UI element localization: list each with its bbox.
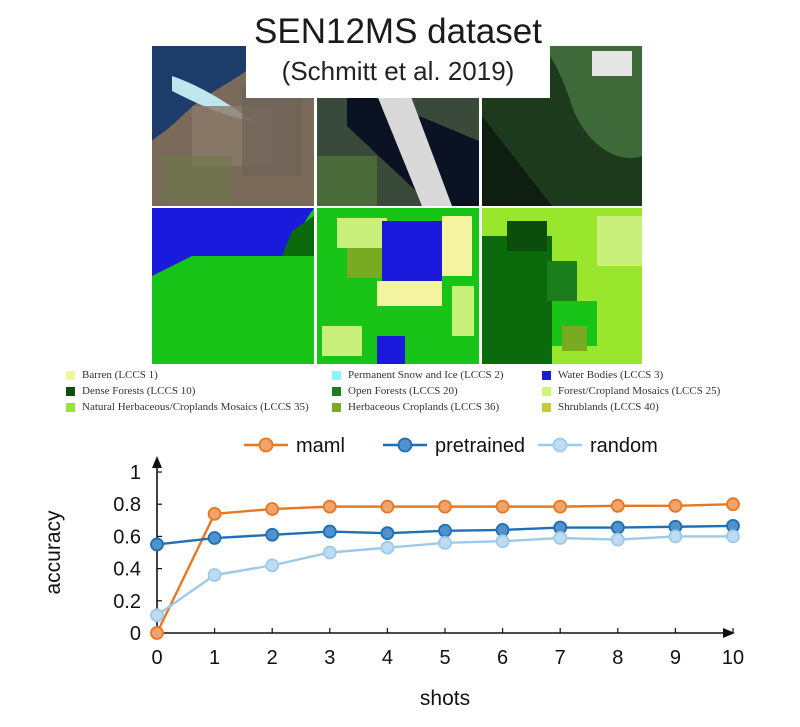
data-point-maml [438,499,452,514]
lccs-legend-item: Shrublands (LCCS 40) [542,400,659,415]
lccs-legend-item: Herbaceous Croplands (LCCS 36) [332,400,499,415]
lccs-legend-item: Forest/Cropland Mosaics (LCCS 25) [542,384,720,399]
y-axis-title: accuracy [42,510,65,595]
lccs-legend-item: Permanent Snow and Ice (LCCS 2) [332,368,504,383]
x-tick-label: 6 [497,647,508,669]
x-tick-label: 3 [324,647,335,669]
data-point-maml [380,499,395,514]
legend-label: Herbaceous Croplands (LCCS 36) [348,401,500,413]
x-tick-label: 4 [382,647,393,669]
data-point-pretrained [150,537,164,552]
x-axis-title: shots [420,687,470,710]
legend-label: Permanent Snow and Ice (LCCS 2) [348,369,504,381]
lccs-legend: Barren (LCCS 1) Permanent Snow and Ice (… [66,368,766,416]
y-tick-label: 0.8 [113,494,141,516]
legend-label: Forest/Cropland Mosaics (LCCS 25) [558,385,721,397]
data-point-random [553,531,568,545]
legend-marker [552,437,568,453]
y-tick-label: 0.4 [113,559,141,581]
y-axis-arrow [152,456,162,468]
x-tick-label: 2 [267,647,278,669]
data-point-pretrained [438,523,452,538]
data-point-random [322,545,337,560]
legend-label: pretrained [435,435,525,457]
x-axis-arrow [723,628,735,638]
data-point-random [726,529,740,544]
y-tick-label: 0 [130,623,141,645]
data-point-random [610,532,625,547]
x-tick-label: 0 [151,647,162,669]
data-point-random [495,534,510,549]
legend-label: Water Bodies (LCCS 3) [558,369,664,381]
data-point-maml [668,498,683,513]
series-line-maml [155,503,734,634]
data-point-random [438,535,452,550]
data-point-maml [610,498,625,513]
lccs-legend-item: Barren (LCCS 1) [66,368,158,383]
data-point-pretrained [265,527,280,542]
legend-marker [258,437,274,453]
y-tick-label: 1 [130,462,141,484]
legend-label: Natural Herbaceous/Croplands Mosaics (LC… [82,401,309,413]
data-point-maml [265,502,280,516]
legend-label: Shrublands (LCCS 40) [558,401,659,413]
data-point-pretrained [380,526,395,541]
x-tick-label: 8 [612,647,623,669]
data-point-maml [322,499,337,514]
lccs-legend-item: Open Forests (LCCS 20) [332,384,458,399]
legend-swatch [542,370,551,380]
legend-marker [397,437,413,453]
data-point-random [265,558,280,573]
legend-label: random [590,435,658,457]
data-point-pretrained [495,523,510,537]
data-point-maml [495,499,510,514]
legend-swatch [332,402,341,412]
legend-swatch [332,386,341,396]
lccs-legend-item: Water Bodies (LCCS 3) [542,368,663,383]
label-map-harbor [317,208,479,364]
lccs-legend-item: Natural Herbaceous/Croplands Mosaics (LC… [66,400,309,415]
y-tick-label: 0.6 [113,526,141,548]
data-point-pretrained [207,531,222,545]
legend-swatch [542,402,551,412]
x-tick-label: 5 [439,647,450,669]
data-point-random [668,529,683,544]
legend-swatch [66,386,75,396]
data-point-pretrained [610,520,625,535]
data-point-maml [150,626,164,640]
data-point-random [380,540,395,555]
page-title: SEN12MS dataset [254,12,542,51]
data-point-maml [726,497,740,512]
data-point-maml [553,499,568,514]
label-map-forest [482,208,642,364]
legend-label: Open Forests (LCCS 20) [348,385,458,397]
data-point-maml [207,506,222,521]
title-box: SEN12MS dataset (Schmitt et al. 2019) [246,6,550,98]
legend-swatch [66,370,75,380]
legend-label: maml [296,435,345,457]
x-tick-label: 9 [670,647,681,669]
accuracy-line-chart: 00.20.40.60.810 1 2 3 4 5 6 7 8 9 10shotsaccuracym… [42,435,744,710]
x-tick-label: 7 [555,647,566,669]
page-subtitle: (Schmitt et al. 2019) [281,56,515,86]
y-tick-label: 0.2 [113,591,141,613]
lccs-legend-item: Dense Forests (LCCS 10) [66,384,195,399]
data-point-pretrained [322,524,337,539]
data-point-random [150,608,164,623]
x-tick-label: 1 [209,647,220,669]
legend-swatch [332,370,341,380]
legend-label: Dense Forests (LCCS 10) [82,385,196,397]
label-map-coastal-city [152,208,314,364]
legend-label: Barren (LCCS 1) [82,369,158,381]
x-tick-label: 10 [722,647,744,669]
data-point-random [207,568,222,582]
legend-swatch [542,386,551,396]
legend-swatch [66,402,75,412]
